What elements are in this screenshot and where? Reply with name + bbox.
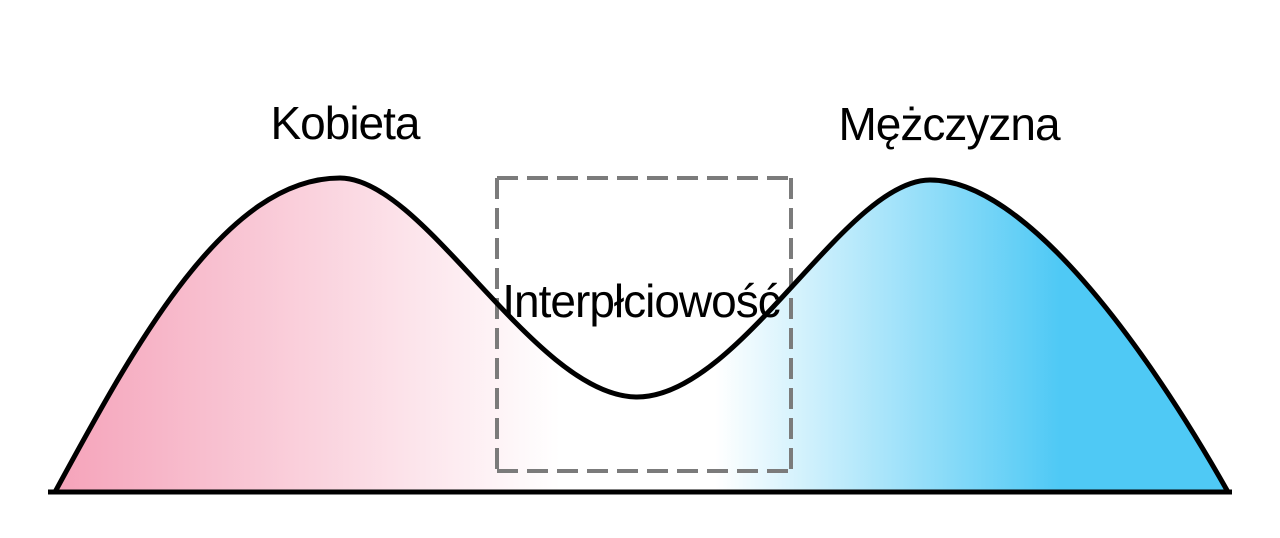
distribution-outline-curve (52, 175, 1231, 494)
label-male-peak: Mężczyzna (838, 98, 1060, 150)
distribution-fill-area (55, 178, 1228, 492)
label-intersex-middle: Interpłciowość (502, 275, 780, 327)
label-female-peak: Kobieta (270, 97, 420, 149)
